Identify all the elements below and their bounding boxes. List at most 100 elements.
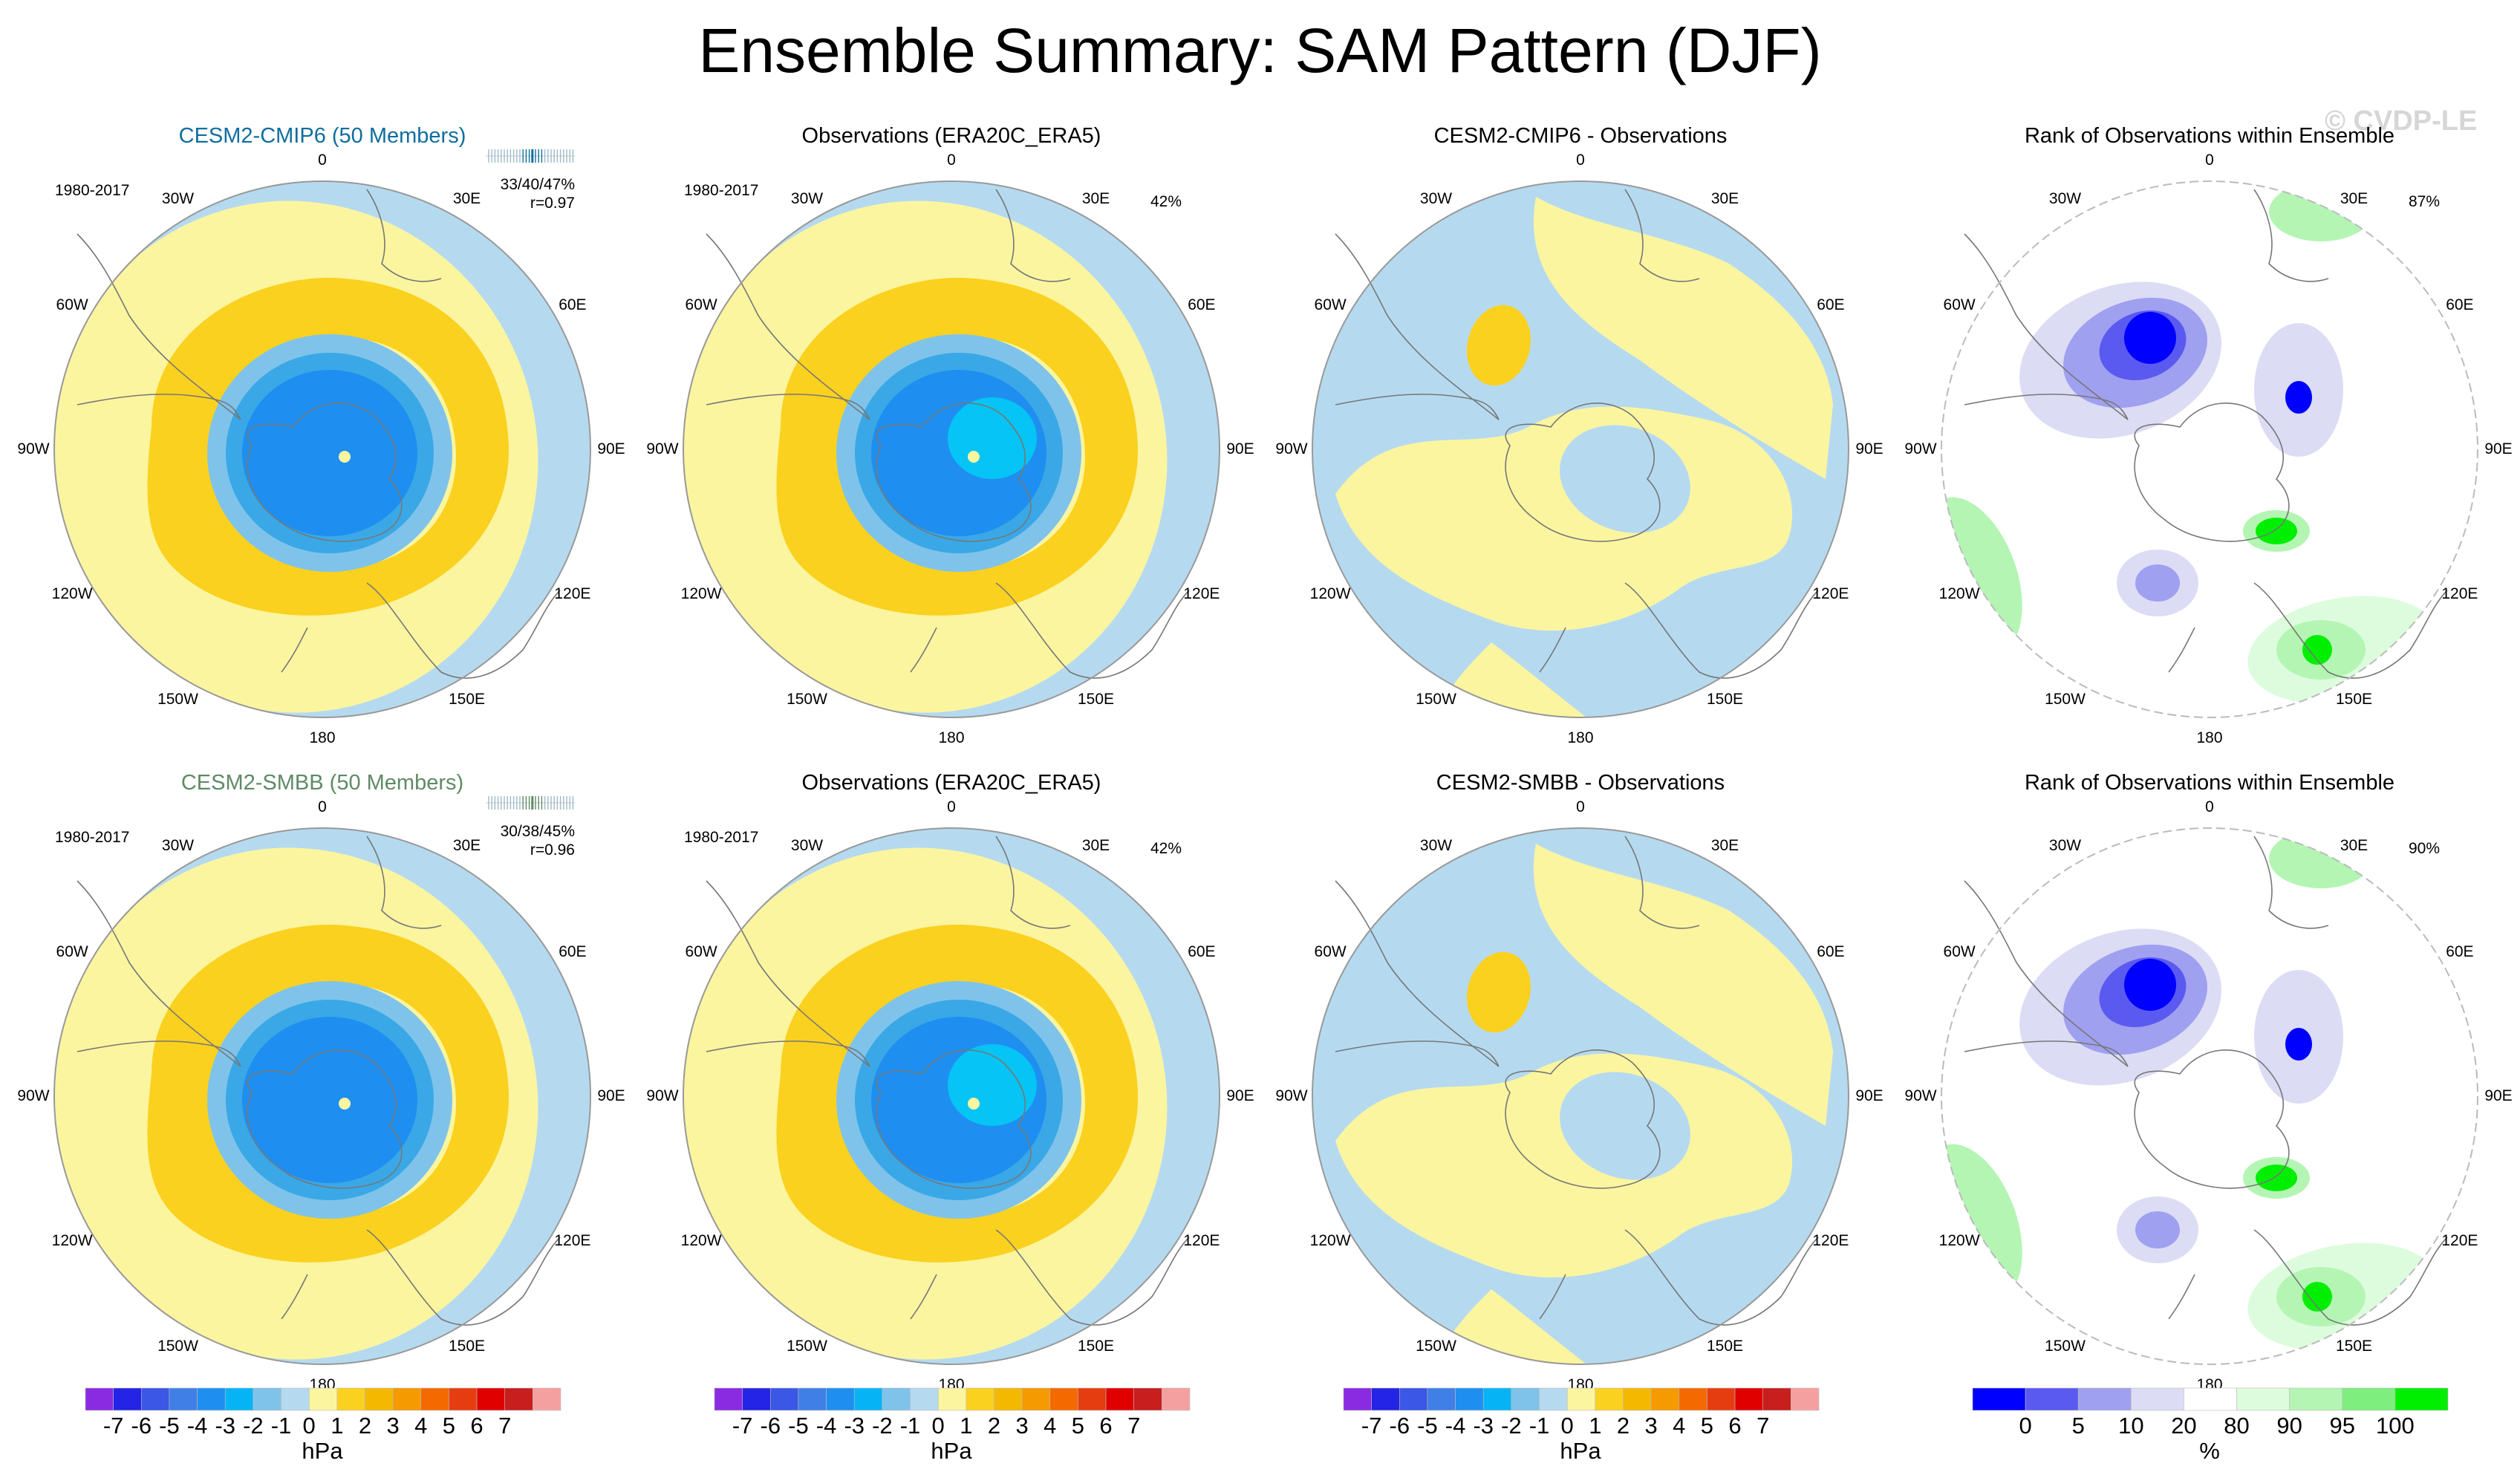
new-zealand-coastline: [1539, 627, 1566, 673]
new-zealand-coastline: [2168, 1274, 2195, 1320]
panel-title: CESM2-SMBB - Observations: [1436, 771, 1725, 795]
longitude-label: 120W: [680, 1231, 722, 1249]
longitude-label: 150E: [1077, 1337, 1115, 1355]
model-polar-map: [53, 827, 591, 1365]
rank-colorbar: [1972, 1387, 2449, 1411]
colorbar-swatch: [1162, 1387, 1191, 1411]
rank-high-center-core: [2256, 518, 2297, 544]
colorbar-swatch: [1133, 1387, 1162, 1411]
map-content: [53, 827, 591, 1365]
colorbar-swatch: [281, 1387, 310, 1411]
south-america-coastline: [1964, 233, 2129, 420]
colorbar-tick-label: -3: [844, 1413, 865, 1439]
australia-coastline: [1624, 1229, 1819, 1326]
longitude-label: 120W: [51, 1231, 93, 1249]
colorbar-swatch: [1539, 1387, 1568, 1411]
colorbar-swatch: [1049, 1387, 1078, 1411]
rank-low-core: [2124, 312, 2176, 364]
south-america-coastline: [1335, 233, 1500, 420]
colorbar-tick-label: -5: [1417, 1413, 1438, 1439]
colorbar-tick-label: 20: [2171, 1413, 2197, 1439]
colorbar-swatch: [224, 1387, 254, 1411]
colorbar-tick-label: 5: [2071, 1413, 2085, 1439]
map-content: [1941, 180, 2478, 718]
colorbar-swatch: [769, 1387, 799, 1411]
colorbar-swatch: [2184, 1387, 2237, 1411]
longitude-label: 60E: [1817, 942, 1845, 960]
longitude-label: 30W: [2048, 190, 2082, 208]
peninsula-coastline: [1964, 1041, 2129, 1067]
panel-title: Observations (ERA20C_ERA5): [801, 124, 1101, 148]
map-content: [53, 180, 591, 718]
longitude-label: 180: [938, 729, 965, 746]
colorbar-tick-label: -4: [1445, 1413, 1466, 1439]
longitude-label: 150W: [2045, 690, 2086, 708]
longitude-label: 0: [318, 798, 327, 815]
colorbar-swatch: [1734, 1387, 1764, 1411]
colorbar-swatch: [336, 1387, 365, 1411]
positive-diff-north: [1533, 844, 1833, 1126]
colorbar-tick-label: 95: [2329, 1413, 2356, 1439]
colorbar-swatch: [1427, 1387, 1456, 1411]
colorbar-tick-label: 0: [1560, 1413, 1574, 1439]
new-zealand-coastline: [281, 1274, 308, 1320]
south-america-coastline: [1964, 880, 2129, 1067]
blue-core: [242, 370, 417, 536]
colorbar-tick-label: -6: [131, 1413, 152, 1439]
colorbar-tick-label: 2: [1616, 1413, 1630, 1439]
panel-title: Rank of Observations within Ensemble: [2024, 771, 2395, 795]
map-fill: [1312, 181, 1849, 717]
colorbar-swatch: [853, 1387, 883, 1411]
colorbar-tick-label: 7: [498, 1413, 512, 1439]
obs-polar-map: [683, 827, 1220, 1365]
colorbar-tick-label: 1: [331, 1413, 344, 1439]
peninsula-coastline: [76, 394, 241, 420]
colorbar-swatch: [2236, 1387, 2290, 1411]
colorbar-tick-label: -2: [1501, 1413, 1522, 1439]
colorbar-tick-label: 100: [2376, 1413, 2415, 1439]
longitude-label: 0: [318, 152, 327, 169]
longitude-label: 60W: [56, 296, 88, 313]
colorbar-tick-label: 1: [960, 1413, 973, 1439]
pale-center: [339, 451, 351, 463]
rank-polar-map: [1941, 827, 2478, 1365]
antarctica-coastline: [1505, 403, 1661, 542]
model-polar-map: [53, 180, 591, 718]
colorbar-swatch: [140, 1387, 170, 1411]
period-label: 1980-2017: [684, 829, 759, 846]
colorbar-swatch: [365, 1387, 394, 1411]
longitude-label: 90W: [1275, 440, 1308, 457]
longitude-label: 150W: [157, 1337, 198, 1355]
longitude-label: 30W: [161, 837, 195, 855]
colorbar-tick-label: -1: [270, 1413, 292, 1439]
hpa-colorbar: [85, 1387, 561, 1411]
longitude-label: 30W: [1419, 190, 1453, 208]
colorbar-tick-label: 10: [2118, 1413, 2144, 1439]
longitude-label: 150E: [1706, 690, 1744, 708]
colorbar-swatch: [742, 1387, 771, 1411]
period-label: 1980-2017: [55, 829, 130, 846]
ensemble-spread-strip: [486, 796, 575, 810]
longitude-label: 120W: [1309, 1231, 1351, 1249]
colorbar-tick-label: 2: [987, 1413, 1001, 1439]
longitude-label: 30E: [1081, 190, 1110, 208]
period-label: 1980-2017: [684, 182, 759, 199]
colorbar-tick-label: 6: [1728, 1413, 1742, 1439]
longitude-label: 180: [2196, 729, 2223, 746]
colorbar-swatch: [2289, 1387, 2343, 1411]
diff-blue-patch: [1560, 425, 1690, 533]
south-america-coastline: [76, 233, 241, 420]
colorbar-tick-label: -3: [1473, 1413, 1494, 1439]
colorbar-tick-label: 7: [1756, 1413, 1770, 1439]
colorbar-tick-label: -7: [102, 1413, 124, 1439]
colorbar-swatch: [1371, 1387, 1400, 1411]
longitude-label: 120W: [680, 584, 722, 602]
antarctica-coastline: [876, 1049, 1032, 1189]
africa-coastline: [2253, 189, 2329, 282]
colorbar-tick-label: 2: [358, 1413, 372, 1439]
pale-center: [968, 451, 980, 463]
map-border: [1941, 827, 2478, 1365]
longitude-label: 120E: [554, 584, 591, 602]
panel-title: CESM2-CMIP6 (50 Members): [178, 124, 466, 148]
diff-gold-max: [1467, 305, 1531, 386]
